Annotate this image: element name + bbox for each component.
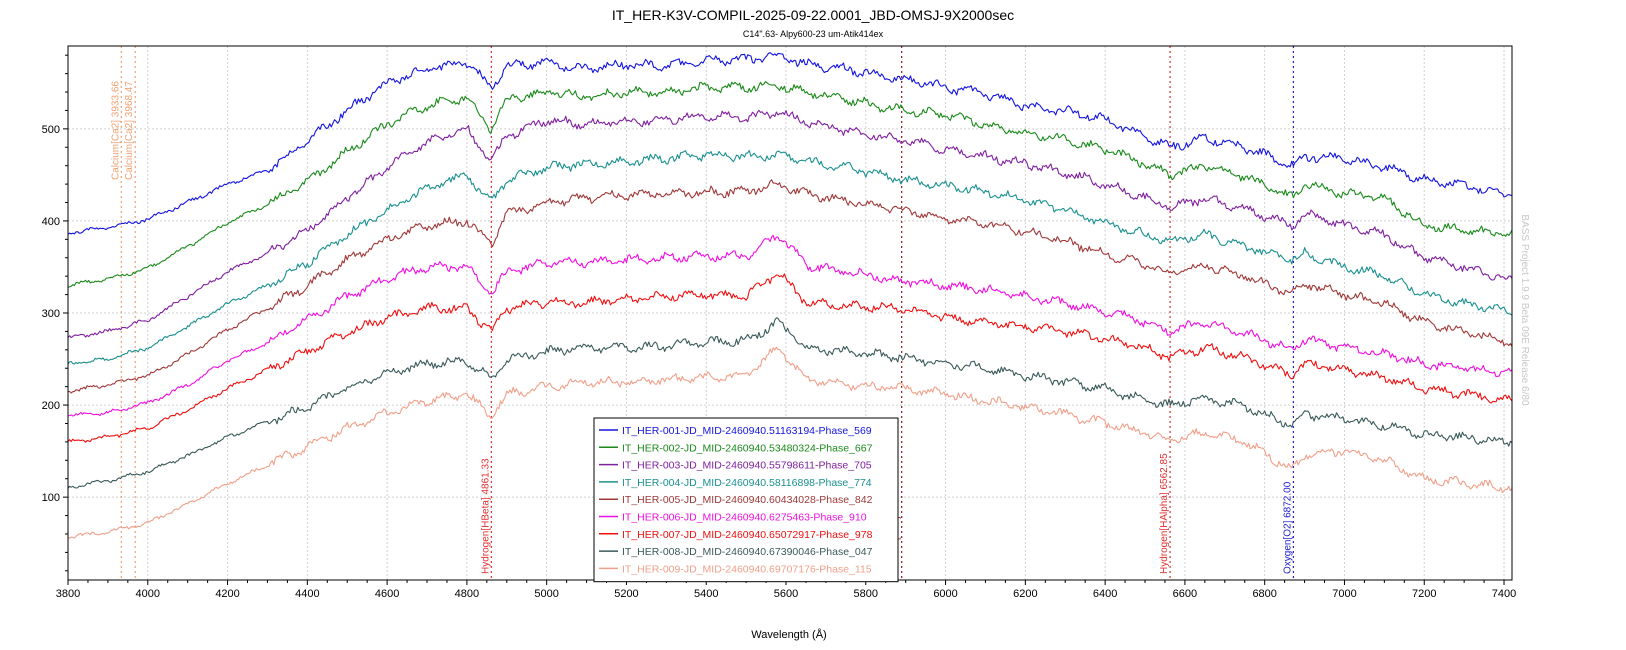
y-tick-label: 300 <box>42 308 60 320</box>
legend-entry-label: IT_HER-004-JD_MID-2460940.58116898-Phase… <box>622 477 872 489</box>
x-tick-label: 7400 <box>1492 588 1516 600</box>
spectrum-series-line <box>67 234 1513 417</box>
spectrum-series-line <box>67 81 1513 288</box>
x-tick-label: 5400 <box>694 588 718 600</box>
x-tick-label: 4800 <box>455 588 479 600</box>
y-tick-label: 100 <box>42 492 60 504</box>
x-tick-label: 6800 <box>1252 588 1276 600</box>
spectrum-series-line <box>67 179 1513 394</box>
series-layer <box>67 52 1513 539</box>
spectral-line-label: Calcium[Ca2] 3968.47 <box>124 81 135 180</box>
chart-title: IT_HER-K3V-COMPIL-2025-09-22.0001_JBD-OM… <box>612 7 1014 23</box>
spectral-lines-layer: Calcium[Ca2] 3933.66 Calcium[Ca2] 3968.47… <box>110 46 1295 580</box>
legend-entry-label: IT_HER-002-JD_MID-2460940.53480324-Phase… <box>622 442 873 454</box>
x-tick-label: 6200 <box>1013 588 1037 600</box>
legend-entry-label: IT_HER-001-JD_MID-2460940.51163194-Phase… <box>622 425 872 437</box>
legend-entry-label: IT_HER-005-JD_MID-2460940.60434028-Phase… <box>622 494 873 506</box>
legend: IT_HER-001-JD_MID-2460940.51163194-Phase… <box>593 417 899 583</box>
y-tick-label: 500 <box>42 124 60 136</box>
x-tick-label: 3800 <box>56 588 80 600</box>
legend-entry-label: IT_HER-009-JD_MID-2460940.69707176-Phase… <box>622 563 872 575</box>
spectral-line-label: Hydrogen[HAlpha] 6562.85 <box>1159 453 1170 574</box>
x-tick-label: 5000 <box>534 588 558 600</box>
x-tick-label: 6600 <box>1173 588 1197 600</box>
axis-layer: 3800 4000 4200 4400 4600 4800 5000 5200 5400 5600… <box>42 54 1516 600</box>
x-tick-label: 4000 <box>136 588 160 600</box>
spectrum-series-line <box>67 149 1513 365</box>
spectrum-series-line <box>67 52 1513 235</box>
legend-box <box>593 417 899 583</box>
y-tick-label: 400 <box>42 216 60 228</box>
x-tick-label: 5600 <box>774 588 798 600</box>
x-tick-label: 4600 <box>375 588 399 600</box>
x-tick-label: 4200 <box>215 588 239 600</box>
chart-subtitle: C14".63- Alpy600-23 um-Atik414ex <box>743 29 884 39</box>
legend-entry-label: IT_HER-006-JD_MID-2460940.6275463-Phase_… <box>622 512 867 524</box>
y-tick-label: 200 <box>42 400 60 412</box>
spectrum-series-line <box>67 273 1513 443</box>
spectrum-series-line <box>67 317 1513 489</box>
legend-entry-label: IT_HER-008-JD_MID-2460940.67390046-Phase… <box>622 546 873 558</box>
spectral-line-label: Calcium[Ca2] 3933.66 <box>110 81 121 180</box>
x-tick-label: 7000 <box>1332 588 1356 600</box>
spectrum-series-line <box>67 109 1513 339</box>
x-tick-label: 5800 <box>854 588 878 600</box>
spectrum-series-line <box>67 346 1513 539</box>
spectral-line-label: Oxygen[O2] 6872.00 <box>1282 481 1293 574</box>
x-tick-label: 6000 <box>933 588 957 600</box>
watermark: BASS Project 1.9.9 Beta 09E Release 6/80 <box>1519 214 1530 406</box>
legend-entry-label: IT_HER-007-JD_MID-2460940.65072917-Phase… <box>622 529 873 541</box>
x-tick-label: 5200 <box>614 588 638 600</box>
x-tick-label: 4400 <box>295 588 319 600</box>
x-tick-label: 6400 <box>1093 588 1117 600</box>
x-axis-title: Wavelength (Å) <box>751 628 826 641</box>
legend-entry-label: IT_HER-003-JD_MID-2460940.55798611-Phase… <box>622 460 872 472</box>
x-tick-label: 7200 <box>1412 588 1436 600</box>
spectral-line-label: Hydrogen[HBeta] 4861.33 <box>480 458 491 574</box>
